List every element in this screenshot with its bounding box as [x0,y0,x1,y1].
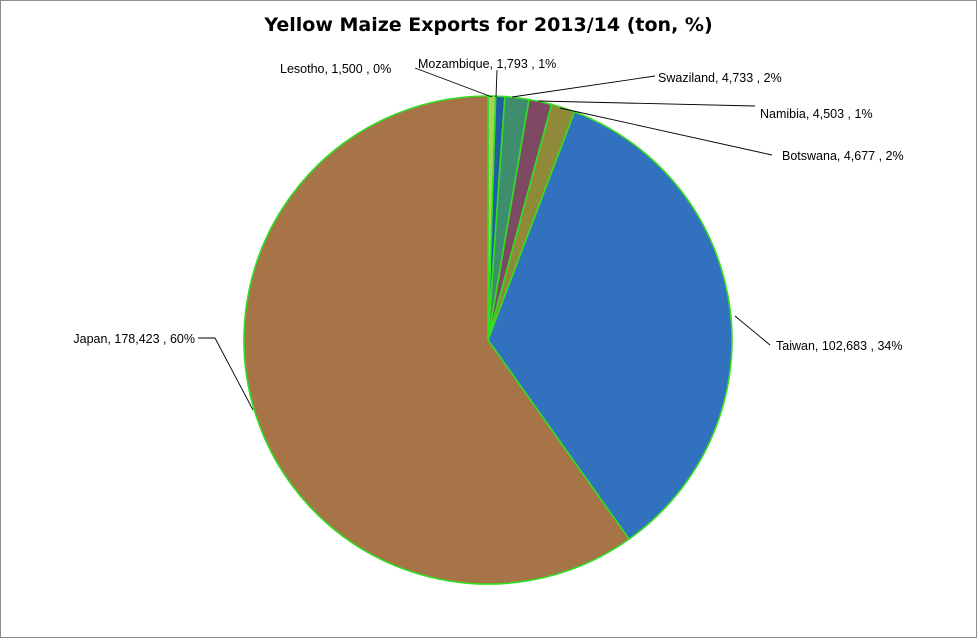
leader-line-taiwan [734,315,771,346]
pie-slice-taiwan [487,111,733,540]
leader-line-swaziland [511,75,656,98]
pie-slice-japan [243,95,630,585]
leader-line-namibia [537,100,756,107]
leader-line-lesotho [414,67,493,98]
data-label-swaziland: Swaziland, 4,733 , 2% [658,71,782,85]
data-label-lesotho: Lesotho, 1,500 , 0% [280,62,391,76]
data-label-mozambique: Mozambique, 1,793 , 1% [418,57,556,71]
chart-title: Yellow Maize Exports for 2013/14 (ton, %… [264,14,713,36]
data-label-taiwan: Taiwan, 102,683 , 34% [776,339,902,353]
data-label-japan: Japan, 178,423 , 60% [73,332,195,346]
leader-line-botswana [559,107,773,156]
leader-line-mozambique [495,69,498,98]
data-label-namibia: Namibia, 4,503 , 1% [760,107,873,121]
leader-line-japan [198,337,254,411]
data-label-botswana: Botswana, 4,677 , 2% [782,149,904,163]
